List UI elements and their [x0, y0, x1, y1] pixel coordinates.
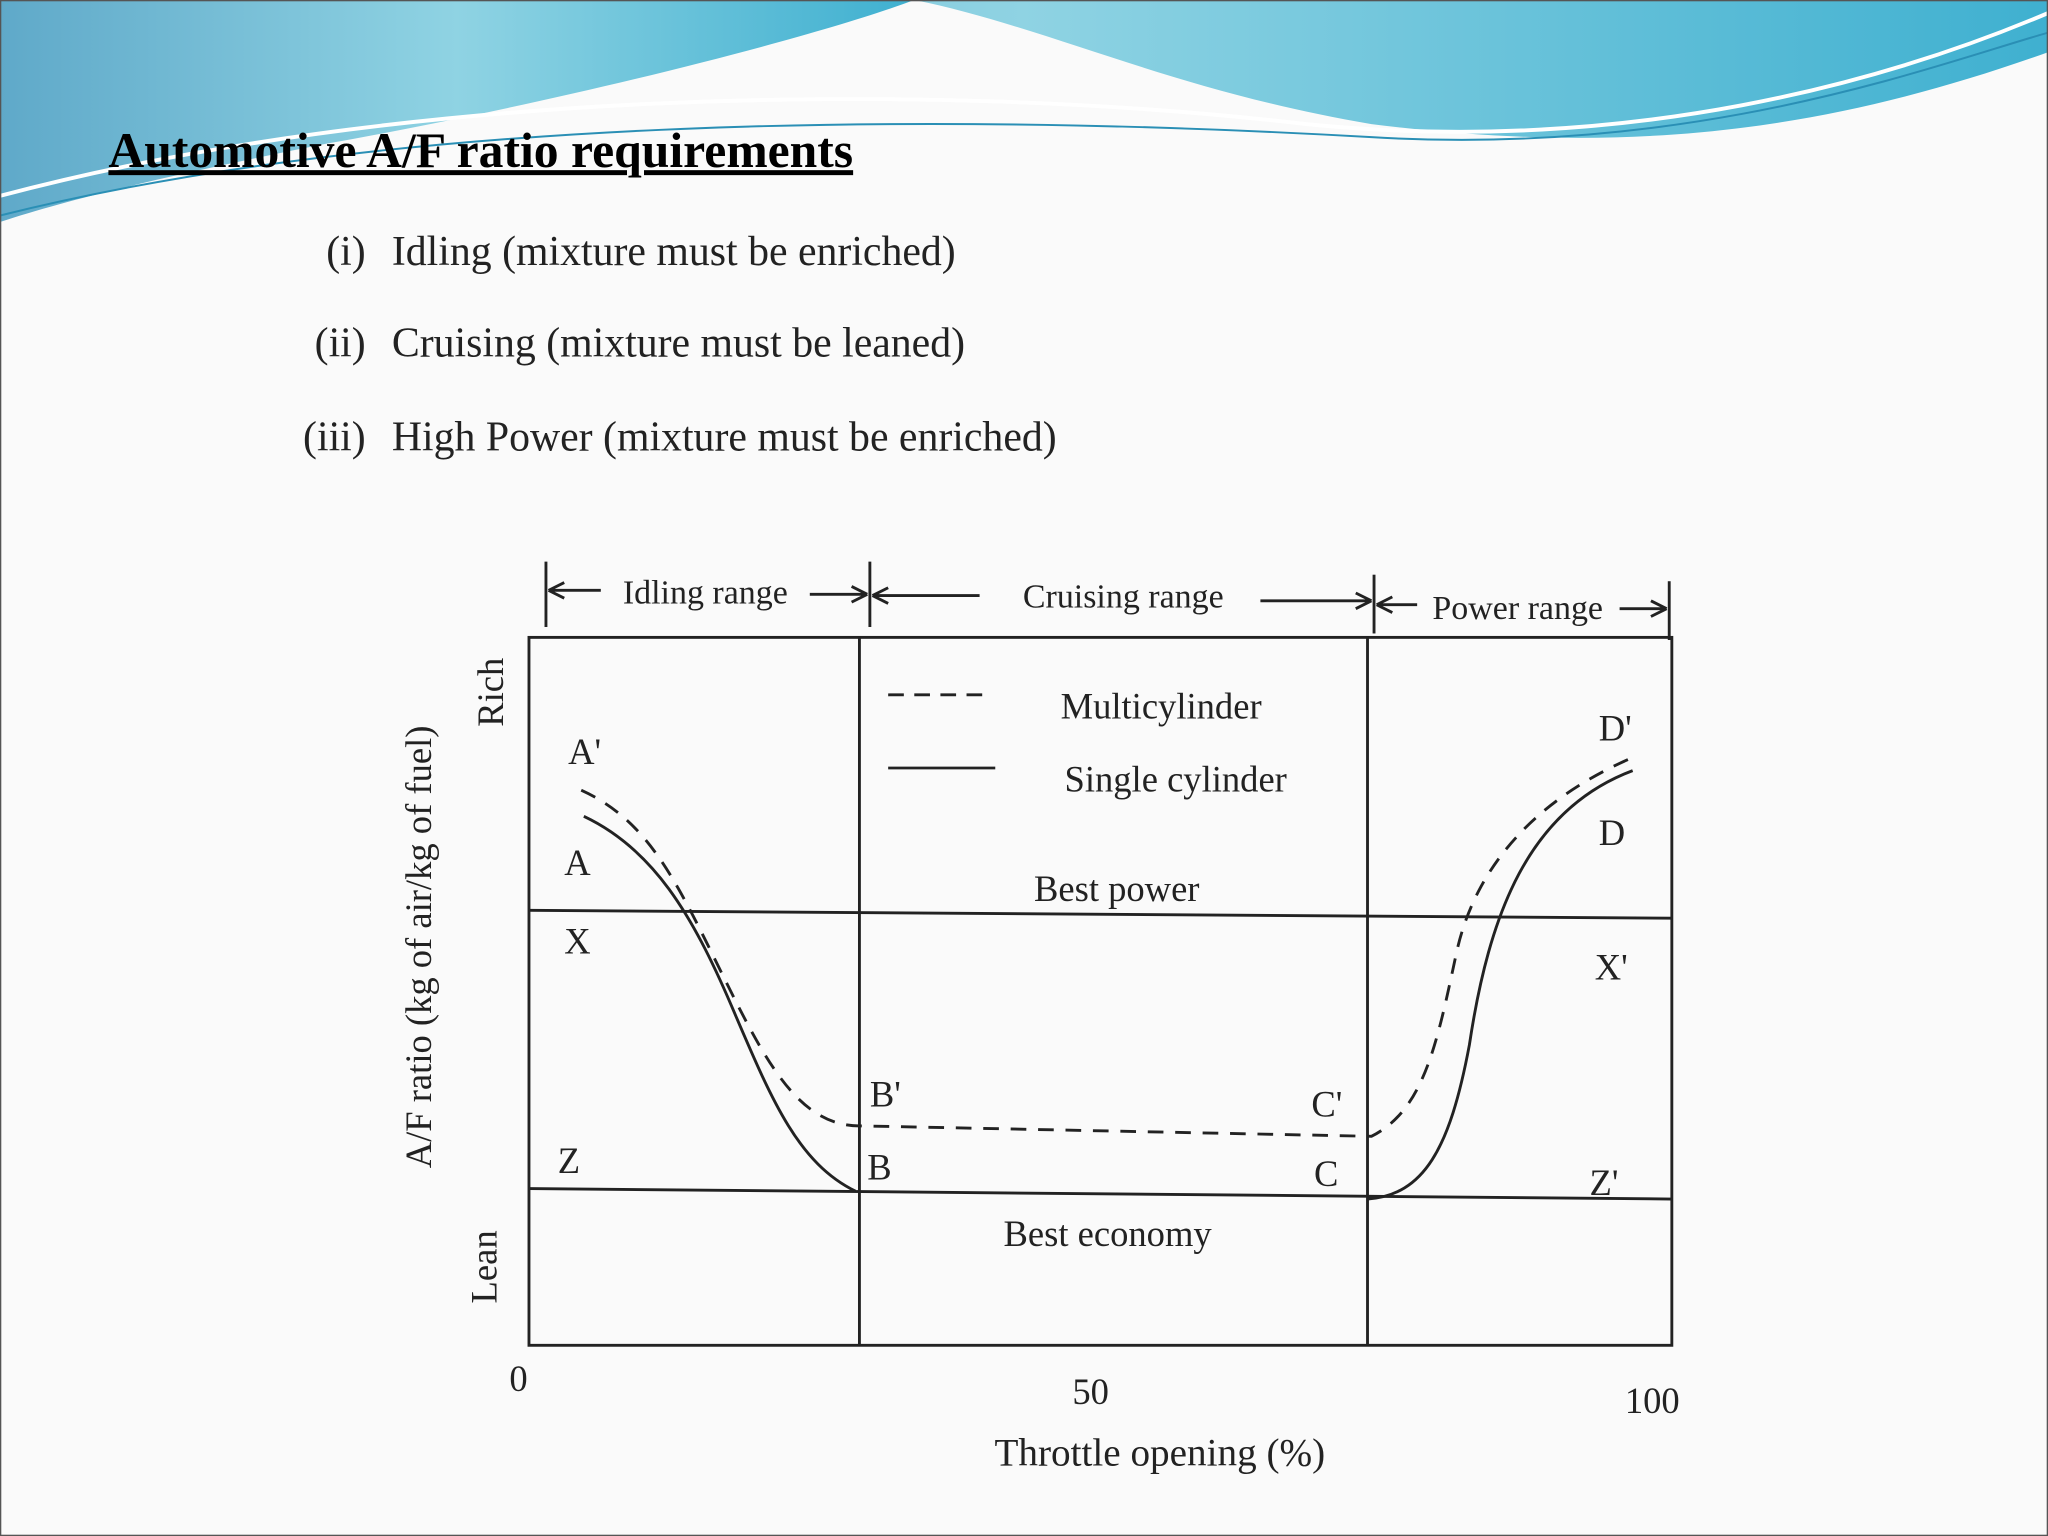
point-label: X	[564, 920, 590, 961]
point-labels: A' A X Z B' B C' C D' D X' Z'	[558, 708, 1632, 1204]
point-label: A	[564, 842, 591, 883]
x-tick-label: 100	[1625, 1380, 1680, 1421]
frame	[527, 635, 1674, 1347]
range-label: Power range	[1432, 590, 1603, 627]
banner-line	[0, 11, 2048, 198]
multicylinder-curve	[580, 756, 1634, 1138]
y-axis-label: A/F ratio (kg of air/kg of fuel)	[398, 726, 439, 1169]
list-text: Cruising (mixture must be leaned)	[392, 321, 965, 367]
single-cylinder-curve	[583, 815, 857, 1193]
divider	[528, 908, 1672, 920]
legend-label: Single cylinder	[1064, 759, 1286, 800]
banner-line	[0, 31, 2048, 217]
y-axis-bottom: Lean	[463, 1230, 504, 1303]
point-label: Z'	[1590, 1162, 1619, 1203]
list-marker: (i)	[326, 229, 365, 275]
point-label: B	[867, 1146, 891, 1187]
region-label: Best economy	[1004, 1213, 1213, 1254]
diagram: Idling range Cruising range Power range …	[398, 561, 1680, 1474]
x-tick-label: 0	[509, 1358, 527, 1399]
legend-label: Multicylinder	[1061, 685, 1262, 726]
point-label: Z	[558, 1140, 580, 1181]
x-tick-label: 50	[1072, 1371, 1109, 1412]
point-label: C	[1314, 1153, 1338, 1194]
divider	[528, 1187, 1672, 1201]
y-axis-top: Rich	[470, 658, 511, 727]
point-label: D'	[1599, 708, 1632, 749]
range-label: Idling range	[623, 574, 788, 611]
point-label: B'	[870, 1073, 901, 1114]
x-axis-label: Throttle opening (%)	[994, 1431, 1325, 1474]
title: Automotive A/F ratio requirements	[108, 123, 853, 178]
banner-wave	[0, 0, 2048, 138]
point-label: A'	[568, 731, 601, 772]
range-arrows	[544, 561, 1671, 640]
list-marker: (ii)	[315, 321, 366, 367]
single-cylinder-curve	[1367, 769, 1634, 1201]
point-label: C'	[1311, 1084, 1342, 1125]
list-marker: (iii)	[303, 415, 366, 461]
region-label: Best power	[1034, 868, 1200, 909]
banner-wave	[0, 0, 915, 223]
point-label: X'	[1595, 947, 1628, 988]
point-label: D	[1599, 812, 1625, 853]
range-label: Cruising range	[1023, 578, 1224, 615]
list-text: High Power (mixture must be enriched)	[392, 415, 1057, 461]
list-text: Idling (mixture must be enriched)	[392, 229, 956, 275]
